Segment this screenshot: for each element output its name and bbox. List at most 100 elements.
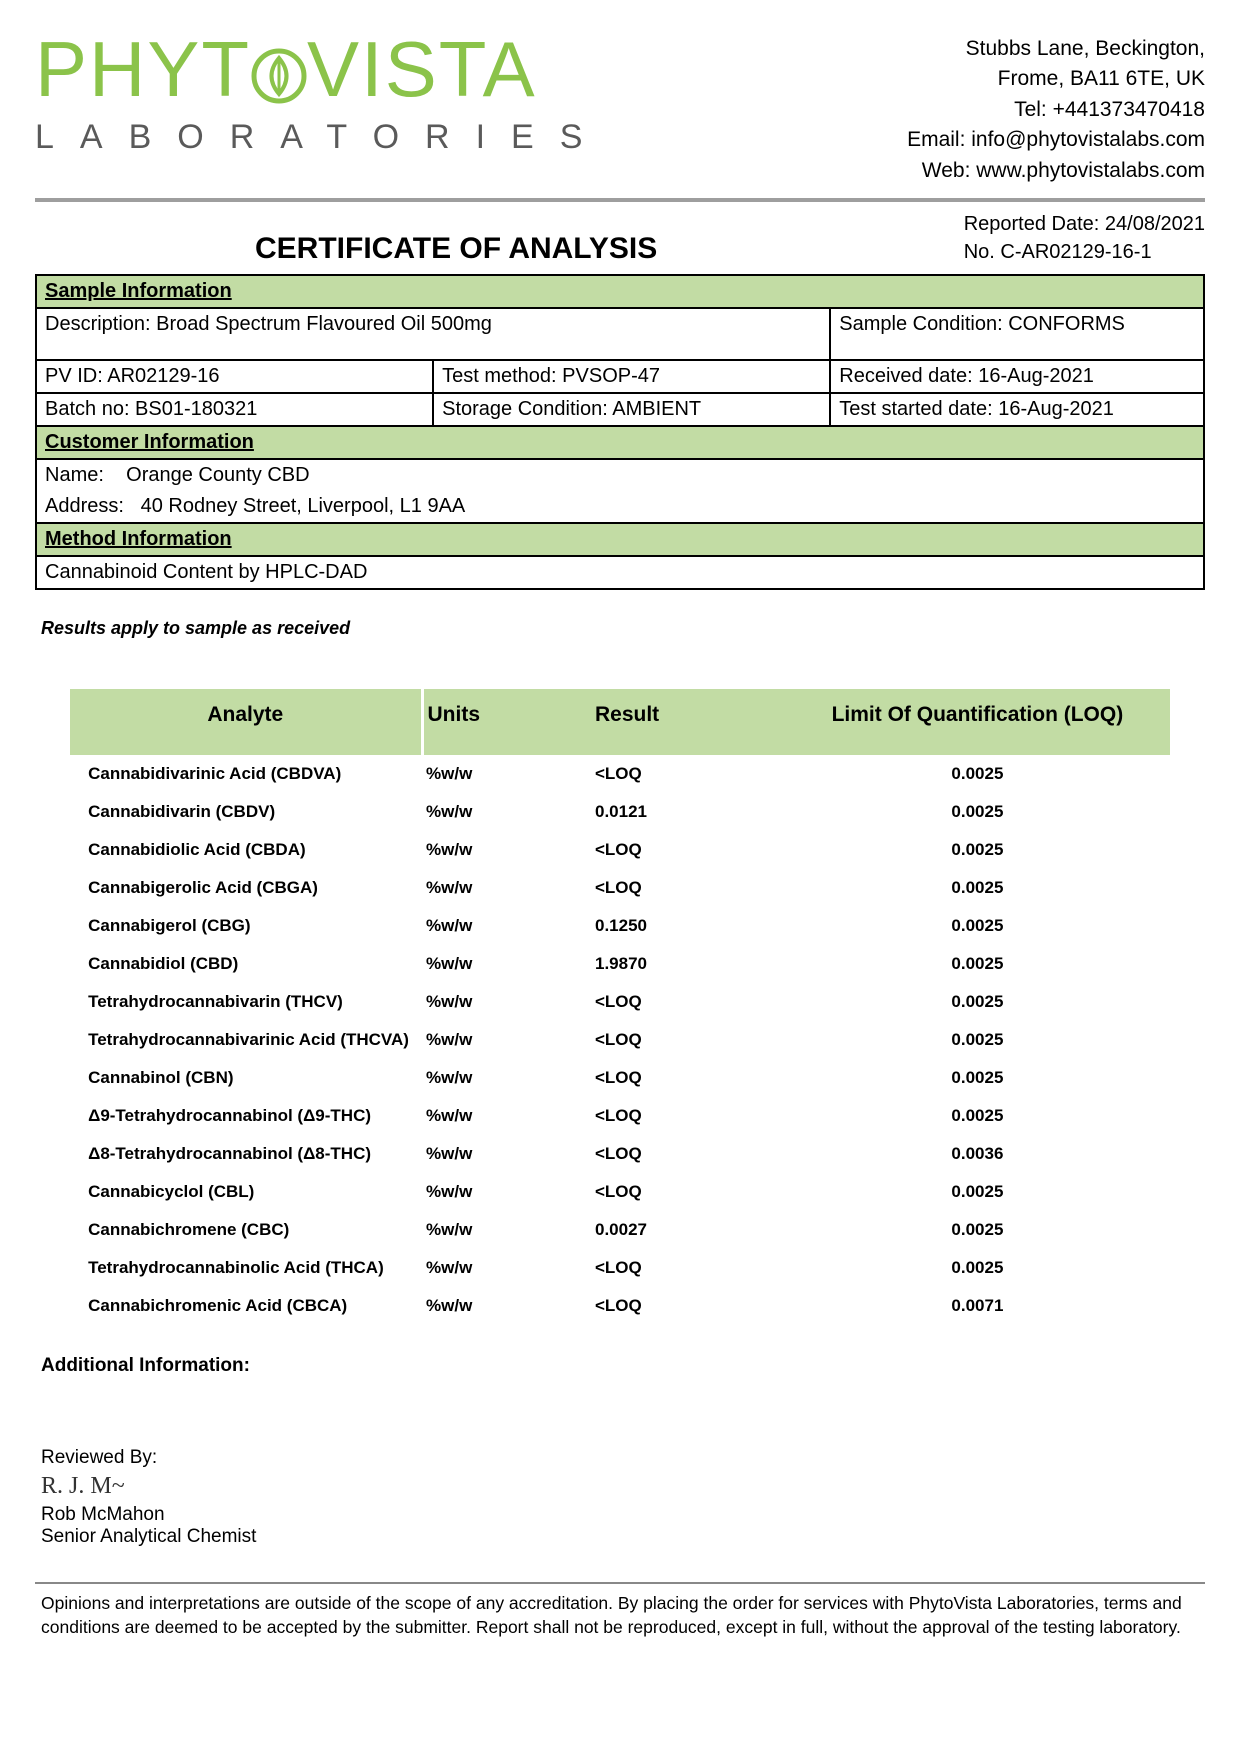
- table-row: Cannabidiol (CBD)%w/w1.98700.0025: [70, 945, 1170, 983]
- test-started: Test started date: 16-Aug-2021: [830, 393, 1204, 426]
- cell-loq: 0.0025: [785, 1021, 1170, 1059]
- cell-units: %w/w: [422, 1287, 587, 1325]
- received-date: Received date: 16-Aug-2021: [830, 360, 1204, 393]
- col-units: Units: [422, 689, 587, 755]
- cell-units: %w/w: [422, 869, 587, 907]
- table-row: Cannabidiolic Acid (CBDA)%w/w<LOQ0.0025: [70, 831, 1170, 869]
- col-result: Result: [587, 689, 785, 755]
- table-row: Cannabidivarinic Acid (CBDVA)%w/w<LOQ0.0…: [70, 755, 1170, 793]
- batch-no: Batch no: BS01-180321: [36, 393, 433, 426]
- divider: [35, 198, 1205, 202]
- table-row: Tetrahydrocannabinolic Acid (THCA)%w/w<L…: [70, 1249, 1170, 1287]
- method-info-header: Method Information: [36, 523, 1204, 556]
- cell-loq: 0.0025: [785, 1097, 1170, 1135]
- signature: R. J. M~: [41, 1473, 1205, 1500]
- logo: PHYTVISTA LABORATORIES: [35, 30, 608, 157]
- cell-loq: 0.0025: [785, 1249, 1170, 1287]
- logo-sub: LABORATORIES: [35, 118, 608, 157]
- table-row: Δ9-Tetrahydrocannabinol (Δ9-THC)%w/w<LOQ…: [70, 1097, 1170, 1135]
- cell-analyte: Tetrahydrocannabivarinic Acid (THCVA): [70, 1021, 422, 1059]
- logo-main: PHYTVISTA: [35, 30, 608, 108]
- cell-result: <LOQ: [587, 869, 785, 907]
- report-meta: Reported Date: 24/08/2021 No. C-AR02129-…: [964, 210, 1205, 266]
- storage-condition: Storage Condition: AMBIENT: [433, 393, 830, 426]
- cell-analyte: Δ9-Tetrahydrocannabinol (Δ9-THC): [70, 1097, 422, 1135]
- cell-loq: 0.0025: [785, 1059, 1170, 1097]
- cell-units: %w/w: [422, 983, 587, 1021]
- cell-loq: 0.0025: [785, 907, 1170, 945]
- report-no: No. C-AR02129-16-1: [964, 238, 1205, 266]
- cell-analyte: Cannabichromenic Acid (CBCA): [70, 1287, 422, 1325]
- review-block: Reviewed By: R. J. M~ Rob McMahon Senior…: [41, 1447, 1205, 1548]
- table-row: Cannabidivarin (CBDV)%w/w0.01210.0025: [70, 793, 1170, 831]
- cell-loq: 0.0025: [785, 1173, 1170, 1211]
- col-loq: Limit Of Quantification (LOQ): [785, 689, 1170, 755]
- cell-units: %w/w: [422, 755, 587, 793]
- reported-date: Reported Date: 24/08/2021: [964, 210, 1205, 238]
- cell-loq: 0.0025: [785, 1211, 1170, 1249]
- cell-analyte: Cannabidiolic Acid (CBDA): [70, 831, 422, 869]
- cell-units: %w/w: [422, 1135, 587, 1173]
- cell-analyte: Tetrahydrocannabinolic Acid (THCA): [70, 1249, 422, 1287]
- cell-analyte: Cannabigerol (CBG): [70, 907, 422, 945]
- table-row: Cannabigerol (CBG)%w/w0.12500.0025: [70, 907, 1170, 945]
- table-row: Cannabichromene (CBC)%w/w0.00270.0025: [70, 1211, 1170, 1249]
- cell-result: 1.9870: [587, 945, 785, 983]
- table-row: Δ8-Tetrahydrocannabinol (Δ8-THC)%w/w<LOQ…: [70, 1135, 1170, 1173]
- cell-result: <LOQ: [587, 831, 785, 869]
- customer-address: Address: 40 Rodney Street, Liverpool, L1…: [36, 491, 1204, 523]
- footer-divider: [35, 1582, 1205, 1584]
- cell-analyte: Cannabichromene (CBC): [70, 1211, 422, 1249]
- test-method: Test method: PVSOP-47: [433, 360, 830, 393]
- method-text: Cannabinoid Content by HPLC-DAD: [36, 556, 1204, 589]
- sample-condition: Sample Condition: CONFORMS: [830, 308, 1204, 360]
- table-row: Tetrahydrocannabivarin (THCV)%w/w<LOQ0.0…: [70, 983, 1170, 1021]
- contact-addr1: Stubbs Lane, Beckington,: [907, 34, 1205, 64]
- footer-disclaimer: Opinions and interpretations are outside…: [41, 1592, 1199, 1639]
- cell-analyte: Cannabidiol (CBD): [70, 945, 422, 983]
- contact-block: Stubbs Lane, Beckington, Frome, BA11 6TE…: [907, 34, 1205, 186]
- pv-id: PV ID: AR02129-16: [36, 360, 433, 393]
- cell-units: %w/w: [422, 1097, 587, 1135]
- results-note: Results apply to sample as received: [41, 618, 1205, 639]
- reviewer-name: Rob McMahon: [41, 1504, 1205, 1526]
- contact-email: Email: info@phytovistalabs.com: [907, 125, 1205, 155]
- cell-result: <LOQ: [587, 1287, 785, 1325]
- table-row: Cannabichromenic Acid (CBCA)%w/w<LOQ0.00…: [70, 1287, 1170, 1325]
- table-row: Cannabicyclol (CBL)%w/w<LOQ0.0025: [70, 1173, 1170, 1211]
- cell-units: %w/w: [422, 1249, 587, 1287]
- cell-result: <LOQ: [587, 1249, 785, 1287]
- cell-result: <LOQ: [587, 755, 785, 793]
- cell-loq: 0.0036: [785, 1135, 1170, 1173]
- customer-info-header: Customer Information: [36, 426, 1204, 459]
- cell-loq: 0.0025: [785, 755, 1170, 793]
- cell-units: %w/w: [422, 945, 587, 983]
- cell-result: <LOQ: [587, 1059, 785, 1097]
- cell-units: %w/w: [422, 1021, 587, 1059]
- cell-result: <LOQ: [587, 1021, 785, 1059]
- cell-loq: 0.0025: [785, 831, 1170, 869]
- cell-units: %w/w: [422, 831, 587, 869]
- header: PHYTVISTA LABORATORIES Stubbs Lane, Beck…: [35, 30, 1205, 186]
- additional-info-label: Additional Information:: [41, 1355, 1205, 1377]
- cell-units: %w/w: [422, 1211, 587, 1249]
- cell-analyte: Cannabinol (CBN): [70, 1059, 422, 1097]
- cell-result: <LOQ: [587, 1097, 785, 1135]
- cell-analyte: Cannabidivarin (CBDV): [70, 793, 422, 831]
- cell-result: 0.1250: [587, 907, 785, 945]
- cell-analyte: Cannabigerolic Acid (CBGA): [70, 869, 422, 907]
- cell-loq: 0.0071: [785, 1287, 1170, 1325]
- cell-result: 0.0027: [587, 1211, 785, 1249]
- sample-info-header: Sample Information: [36, 275, 1204, 308]
- cell-loq: 0.0025: [785, 869, 1170, 907]
- results-table: Analyte Units Result Limit Of Quantifica…: [70, 689, 1170, 1325]
- cell-loq: 0.0025: [785, 793, 1170, 831]
- cell-result: 0.0121: [587, 793, 785, 831]
- col-analyte: Analyte: [70, 689, 422, 755]
- cell-loq: 0.0025: [785, 945, 1170, 983]
- reviewer-title: Senior Analytical Chemist: [41, 1526, 1205, 1548]
- reviewed-by-label: Reviewed By:: [41, 1447, 1205, 1469]
- page-title: CERTIFICATE OF ANALYSIS: [255, 232, 657, 266]
- cell-result: <LOQ: [587, 983, 785, 1021]
- table-row: Tetrahydrocannabivarinic Acid (THCVA)%w/…: [70, 1021, 1170, 1059]
